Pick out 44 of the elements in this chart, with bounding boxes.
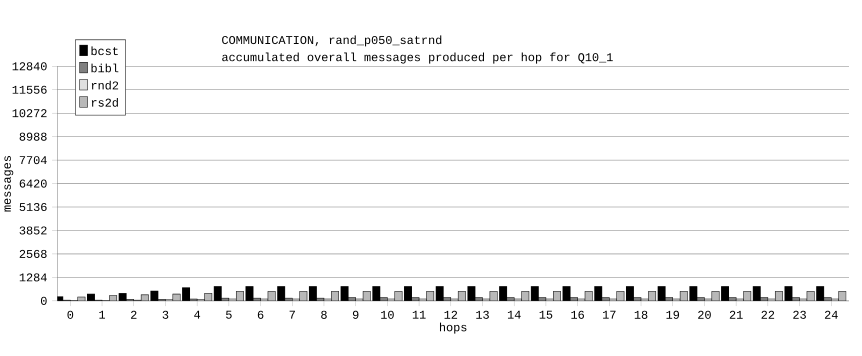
x-tick-label: 20 [698,310,711,319]
y-tick-label: 10272 [12,109,47,118]
legend-label: bcst [91,46,118,56]
x-tick-label: 13 [476,310,489,319]
x-tick-label: 7 [290,310,295,318]
x-tick-label: 6 [258,310,264,319]
x-tick-label: 5 [226,310,232,319]
x-tick-label: 24 [824,310,838,319]
legend-label: rs2d [92,98,118,107]
x-tick-label: 17 [603,310,616,318]
x-tick-label: 2 [131,310,136,319]
x-tick-label: 21 [730,310,743,319]
y-tick-label: 1284 [20,273,47,282]
x-tick-label: 12 [444,310,458,319]
chart-subtitle: accumulated overall messages produced per hop for Q10_1 [222,52,613,64]
chart-title: COMMUNICATION, rand_p050_satrnd [222,35,442,46]
y-tick-label: 12840 [12,62,47,70]
x-tick-label: 8 [321,310,327,319]
x-tick-label: 3 [162,310,168,319]
x-tick-label: 9 [352,310,358,319]
y-tick-label: 8988 [20,132,47,141]
y-tick-label: 5136 [20,202,47,211]
x-tick-label: 14 [508,310,521,318]
x-tick-label: 15 [540,310,552,319]
legend-label: rnd2 [92,80,118,90]
x-tick-label: 18 [634,310,648,319]
x-tick-label: 16 [571,310,584,319]
legend-label: bibl [91,63,118,72]
y-tick-label: 7704 [20,156,47,164]
x-tick-label: 4 [194,310,200,318]
y-axis-title: messages [4,156,14,212]
x-tick-label: 10 [381,310,394,319]
x-tick-label: 19 [666,310,680,319]
x-axis-title: hops [440,322,466,334]
y-tick-label: 3852 [20,226,47,234]
x-tick-label: 0 [67,310,74,319]
x-tick-label: 22 [762,310,774,319]
y-tick-label: 0 [40,296,47,305]
x-tick-label: 11 [412,310,426,318]
y-tick-label: 2568 [20,250,47,258]
y-tick-label: 6420 [20,179,47,188]
x-tick-label: 1 [99,310,106,318]
x-tick-label: 23 [793,310,806,319]
y-tick-label: 11556 [12,86,47,94]
